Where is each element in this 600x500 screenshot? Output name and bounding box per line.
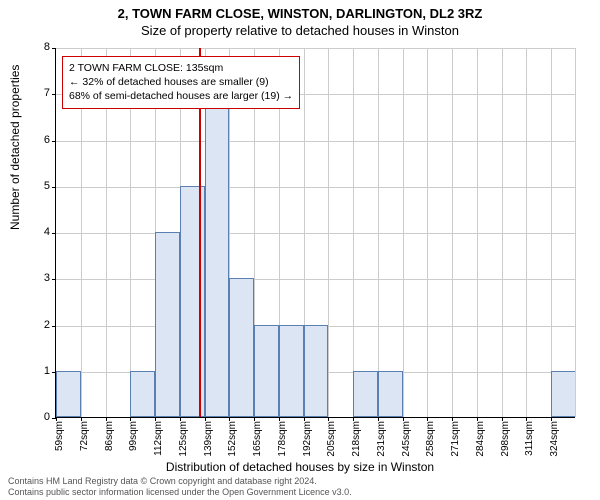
infobox-line1: 2 TOWN FARM CLOSE: 135sqm [69, 61, 293, 75]
ytick-mark [52, 187, 56, 188]
y-axis-label: Number of detached properties [8, 65, 22, 230]
xtick-label: 298sqm [500, 421, 511, 457]
info-box: 2 TOWN FARM CLOSE: 135sqm ← 32% of detac… [62, 56, 300, 109]
ytick-label: 3 [44, 272, 50, 284]
xtick-label: 245sqm [401, 421, 412, 457]
ytick-label: 0 [44, 411, 50, 423]
gridline-h [56, 48, 575, 49]
xtick-label: 192sqm [302, 421, 313, 457]
xtick-label: 205sqm [326, 421, 337, 457]
gridline-v [452, 48, 453, 417]
title-address: 2, TOWN FARM CLOSE, WINSTON, DARLINGTON,… [0, 0, 600, 21]
ytick-mark [52, 279, 56, 280]
gridline-h [56, 279, 575, 280]
xtick-label: 112sqm [153, 421, 164, 456]
xtick-label: 284sqm [475, 421, 486, 457]
gridline-v [403, 48, 404, 417]
plot-area: 01234567859sqm72sqm86sqm99sqm112sqm125sq… [55, 48, 575, 418]
gridline-v [477, 48, 478, 417]
gridline-v [551, 48, 552, 417]
ytick-label: 4 [44, 226, 50, 238]
xtick-label: 258sqm [425, 421, 436, 457]
histogram-bar [155, 232, 180, 417]
xtick-label: 324sqm [549, 421, 560, 457]
footer-line2: Contains public sector information licen… [8, 487, 592, 498]
ytick-mark [52, 94, 56, 95]
gridline-h [56, 187, 575, 188]
histogram-bar [304, 325, 329, 418]
attribution-footer: Contains HM Land Registry data © Crown c… [8, 476, 592, 498]
gridline-v [378, 48, 379, 417]
infobox-line3: 68% of semi-detached houses are larger (… [69, 89, 293, 103]
chart-container: 2, TOWN FARM CLOSE, WINSTON, DARLINGTON,… [0, 0, 600, 500]
ytick-mark [52, 141, 56, 142]
gridline-h [56, 233, 575, 234]
xtick-label: 99sqm [128, 421, 139, 451]
xtick-label: 178sqm [277, 421, 288, 457]
ytick-label: 1 [44, 365, 50, 377]
xtick-label: 311sqm [524, 421, 535, 456]
xtick-label: 218sqm [351, 421, 362, 457]
xtick-label: 165sqm [252, 421, 263, 457]
histogram-bar [56, 371, 81, 417]
gridline-v [353, 48, 354, 417]
histogram-bar [254, 325, 279, 418]
xtick-label: 72sqm [79, 421, 90, 451]
gridline-v [427, 48, 428, 417]
gridline-v [502, 48, 503, 417]
xtick-label: 139sqm [203, 421, 214, 457]
xtick-label: 271sqm [450, 421, 461, 457]
footer-line1: Contains HM Land Registry data © Crown c… [8, 476, 592, 487]
histogram-bar [205, 93, 230, 417]
ytick-label: 8 [44, 41, 50, 53]
ytick-mark [52, 233, 56, 234]
gridline-v [575, 48, 576, 417]
infobox-line2: ← 32% of detached houses are smaller (9) [69, 75, 293, 89]
xtick-label: 59sqm [54, 421, 65, 451]
ytick-label: 7 [44, 87, 50, 99]
histogram-bar [551, 371, 576, 417]
title-subtitle: Size of property relative to detached ho… [0, 21, 600, 38]
xtick-label: 152sqm [227, 421, 238, 457]
ytick-label: 2 [44, 319, 50, 331]
ytick-label: 5 [44, 180, 50, 192]
gridline-h [56, 141, 575, 142]
xtick-label: 86sqm [104, 421, 115, 451]
gridline-v [526, 48, 527, 417]
histogram-bar [353, 371, 378, 417]
gridline-v [328, 48, 329, 417]
ytick-mark [52, 48, 56, 49]
ytick-mark [52, 326, 56, 327]
x-axis-label: Distribution of detached houses by size … [0, 460, 600, 474]
histogram-bar [378, 371, 403, 417]
histogram-bar [229, 278, 254, 417]
ytick-label: 6 [44, 134, 50, 146]
histogram-bar [130, 371, 155, 417]
xtick-label: 125sqm [178, 421, 189, 457]
histogram-bar [279, 325, 304, 418]
xtick-label: 231sqm [376, 421, 387, 457]
